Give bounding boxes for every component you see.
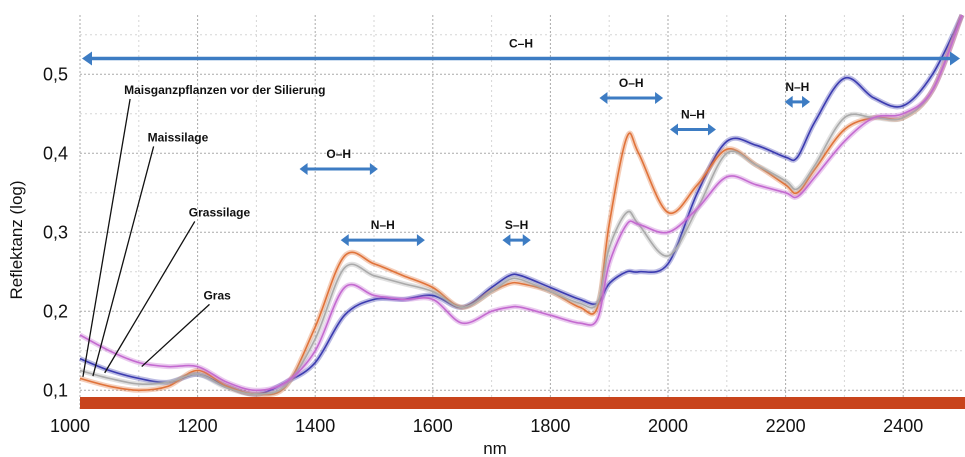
- y-axis-ticks: 0,1 0,2 0,3 0,4 0,5: [43, 64, 68, 400]
- annotation-label: Maisganzpflanzen vor der Silierung: [124, 83, 325, 97]
- baseline-bar: [80, 397, 965, 409]
- band-arrow-head-right: [802, 95, 811, 108]
- series-line-3: [79, 14, 963, 392]
- band-arrow-head-right: [369, 163, 378, 176]
- band-arrow-head-right: [416, 234, 425, 247]
- band-arrow-head-right: [655, 91, 664, 104]
- band-arrow-head-left: [299, 163, 308, 176]
- band-label: N–H: [371, 218, 395, 232]
- annotation-leader-line: [92, 146, 155, 377]
- band-label: N–H: [681, 108, 705, 122]
- x-axis-ticks: 1000 1200 1400 1600 1800 2000 2200 2400: [50, 416, 923, 436]
- annotation-layer: Maisganzpflanzen vor der Silierung Maissi…: [82, 83, 325, 377]
- annotation-leader-line: [141, 303, 210, 368]
- y-tick-label: 0,3: [43, 222, 68, 242]
- band-arrow-head-left: [670, 123, 678, 136]
- x-tick-label: 2400: [883, 416, 923, 436]
- band-label: N–H: [785, 80, 809, 94]
- band-arrow-head-right: [522, 234, 531, 247]
- y-tick-label: 0,1: [43, 380, 68, 400]
- x-tick-label: 1800: [530, 416, 570, 436]
- band-arrow-head-right: [707, 123, 716, 136]
- y-axis-label: Reflektanz (log): [7, 180, 26, 299]
- annotation-label: Maissilage: [148, 130, 209, 144]
- band-label: C–H: [509, 36, 533, 50]
- annotation-label: Grassilage: [189, 205, 251, 219]
- x-tick-label: 2000: [648, 416, 688, 436]
- annotation-leader-line: [82, 98, 131, 377]
- band-arrow-head-right: [950, 51, 960, 66]
- series-line-2: [79, 14, 963, 396]
- band-layer: C–H O–H N–H S–H O–H N–H N–H: [82, 36, 960, 247]
- y-tick-label: 0,4: [43, 143, 68, 163]
- annotation-leader-line: [104, 221, 196, 374]
- y-tick-label: 0,2: [43, 301, 68, 321]
- x-tick-label: 2200: [766, 416, 806, 436]
- band-arrow-head-left: [82, 51, 92, 66]
- plot-background: [80, 15, 965, 410]
- band-arrow-head-left: [599, 91, 608, 104]
- grid: [79, 15, 962, 410]
- band-label: O–H: [326, 147, 351, 161]
- band-arrow-head-left: [340, 234, 349, 247]
- x-tick-label: 1400: [295, 416, 335, 436]
- band-arrow-head-left: [502, 234, 511, 247]
- band-label: S–H: [505, 218, 528, 232]
- series-layer: [78, 13, 965, 398]
- band-arrow-head-left: [784, 95, 793, 108]
- x-axis-label: nm: [483, 439, 507, 457]
- x-tick-label: 1200: [178, 416, 218, 436]
- x-tick-label: 1000: [50, 416, 90, 436]
- x-tick-label: 1600: [413, 416, 453, 436]
- y-tick-label: 0,5: [43, 64, 68, 84]
- band-label: O–H: [619, 76, 644, 90]
- annotation-label: Gras: [203, 288, 231, 302]
